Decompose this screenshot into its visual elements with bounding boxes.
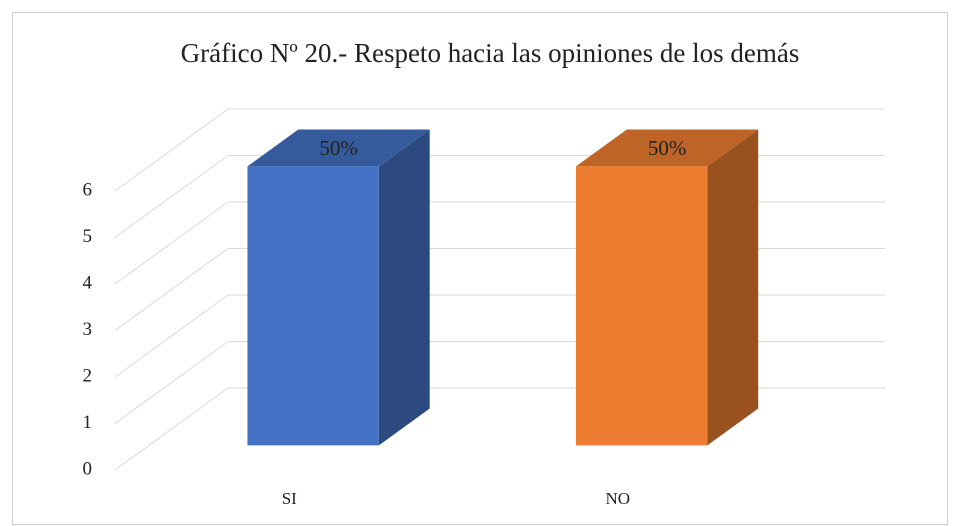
- bar-top: [575, 129, 759, 167]
- value-label: 50%: [319, 136, 358, 160]
- grid-line: [114, 201, 229, 285]
- y-tick-label: 4: [83, 272, 93, 293]
- grid-line: [114, 155, 229, 238]
- x-tick-label: NO: [605, 489, 630, 508]
- grid-line: [114, 108, 229, 192]
- bar: [247, 166, 379, 446]
- grid-line: [114, 248, 229, 331]
- grid-line: [114, 387, 229, 471]
- chart-border: [12, 12, 948, 525]
- chart-title: Gráfico Nº 20.- Respeto hacia las opinio…: [181, 38, 800, 68]
- bar-side: [378, 129, 430, 446]
- y-tick-label: 2: [83, 365, 93, 386]
- grid-line: [114, 341, 229, 424]
- y-tick-label: 0: [83, 458, 93, 479]
- bar: [575, 166, 708, 446]
- y-tick-label: 1: [83, 412, 93, 433]
- bar-top: [247, 129, 430, 167]
- y-tick-label: 3: [83, 319, 93, 340]
- grid-line: [114, 294, 229, 378]
- x-tick-label: SI: [282, 489, 297, 508]
- y-tick-label: 5: [83, 226, 93, 247]
- y-tick-label: 6: [83, 179, 93, 200]
- bar-side: [707, 129, 759, 446]
- value-label: 50%: [648, 136, 687, 160]
